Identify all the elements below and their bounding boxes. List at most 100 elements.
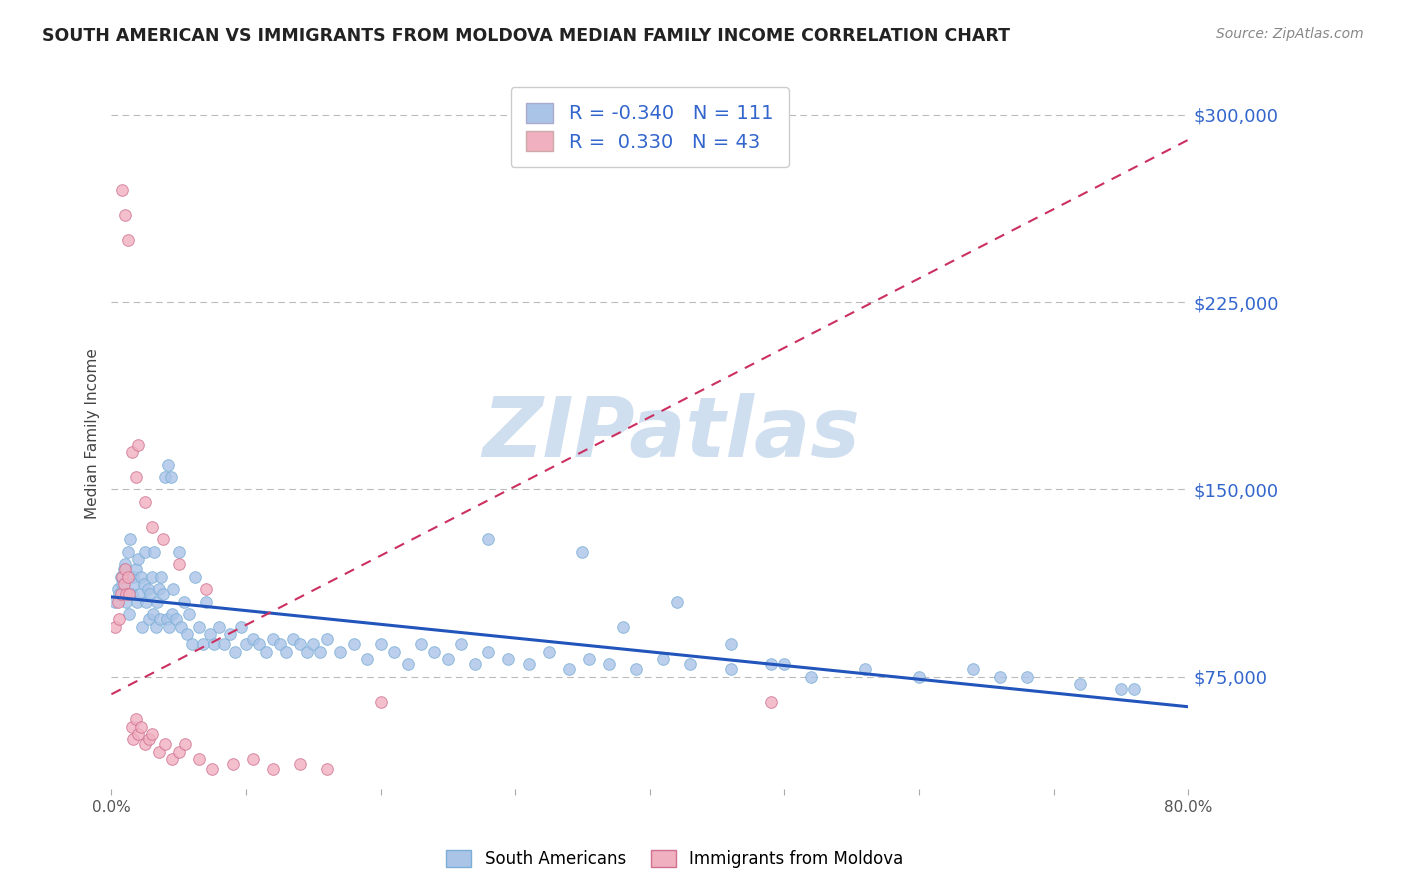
Point	[155, 612, 177, 626]
Point	[464, 657, 486, 672]
Point	[537, 645, 560, 659]
Point	[1015, 670, 1038, 684]
Point	[149, 612, 172, 626]
Point	[262, 632, 284, 647]
Point	[800, 670, 823, 684]
Point	[141, 727, 163, 741]
Point	[115, 595, 138, 609]
Point	[598, 657, 620, 672]
Point	[759, 657, 782, 672]
Point	[108, 612, 131, 626]
Legend: R = -0.340   N = 111, R =  0.330   N = 43: R = -0.340 N = 111, R = 0.330 N = 43	[510, 87, 789, 167]
Point	[146, 595, 169, 609]
Point	[148, 745, 170, 759]
Point	[269, 637, 291, 651]
Point	[135, 595, 157, 609]
Point	[229, 620, 252, 634]
Point	[174, 737, 197, 751]
Point	[370, 695, 392, 709]
Point	[134, 545, 156, 559]
Point	[517, 657, 540, 672]
Point	[1069, 677, 1091, 691]
Point	[288, 757, 311, 772]
Point	[134, 495, 156, 509]
Point	[152, 533, 174, 547]
Point	[962, 662, 984, 676]
Point	[262, 762, 284, 776]
Point	[309, 645, 332, 659]
Point	[141, 570, 163, 584]
Point	[124, 470, 146, 484]
Point	[124, 712, 146, 726]
Point	[157, 620, 180, 634]
Point	[194, 595, 217, 609]
Point	[111, 183, 134, 197]
Point	[450, 637, 472, 651]
Point	[176, 627, 198, 641]
Point	[121, 587, 143, 601]
Point	[162, 582, 184, 597]
Point	[356, 652, 378, 666]
Point	[128, 587, 150, 601]
Point	[652, 652, 675, 666]
Point	[139, 587, 162, 601]
Point	[853, 662, 876, 676]
Point	[104, 620, 127, 634]
Point	[281, 632, 304, 647]
Point	[343, 637, 366, 651]
Point	[214, 637, 236, 651]
Point	[201, 762, 224, 776]
Point	[145, 620, 167, 634]
Point	[221, 757, 243, 772]
Point	[159, 470, 181, 484]
Point	[160, 752, 183, 766]
Point	[165, 612, 187, 626]
Point	[254, 645, 277, 659]
Point	[117, 545, 139, 559]
Point	[160, 607, 183, 622]
Point	[124, 577, 146, 591]
Point	[120, 533, 142, 547]
Point	[187, 752, 209, 766]
Point	[110, 587, 132, 601]
Point	[626, 662, 648, 676]
Point	[121, 720, 143, 734]
Point	[437, 652, 460, 666]
Point	[1123, 682, 1146, 697]
Point	[759, 695, 782, 709]
Point	[665, 595, 688, 609]
Point	[143, 545, 166, 559]
Point	[111, 570, 134, 584]
Point	[170, 620, 193, 634]
Point	[198, 627, 221, 641]
Point	[122, 732, 145, 747]
Point	[107, 595, 129, 609]
Point	[295, 645, 318, 659]
Point	[122, 570, 145, 584]
Point	[112, 577, 135, 591]
Point	[477, 645, 499, 659]
Point	[315, 762, 337, 776]
Point	[249, 637, 271, 651]
Point	[117, 233, 139, 247]
Point	[242, 752, 264, 766]
Point	[129, 570, 152, 584]
Point	[131, 620, 153, 634]
Point	[498, 652, 520, 666]
Point	[114, 558, 136, 572]
Point	[155, 470, 177, 484]
Point	[114, 562, 136, 576]
Point	[720, 637, 742, 651]
Point	[194, 582, 217, 597]
Legend: South Americans, Immigrants from Moldova: South Americans, Immigrants from Moldova	[440, 843, 910, 875]
Point	[218, 627, 240, 641]
Point	[111, 577, 134, 591]
Point	[110, 570, 132, 584]
Point	[329, 645, 352, 659]
Point	[202, 637, 225, 651]
Point	[104, 595, 127, 609]
Point	[409, 637, 432, 651]
Point	[477, 533, 499, 547]
Point	[571, 545, 593, 559]
Point	[302, 637, 325, 651]
